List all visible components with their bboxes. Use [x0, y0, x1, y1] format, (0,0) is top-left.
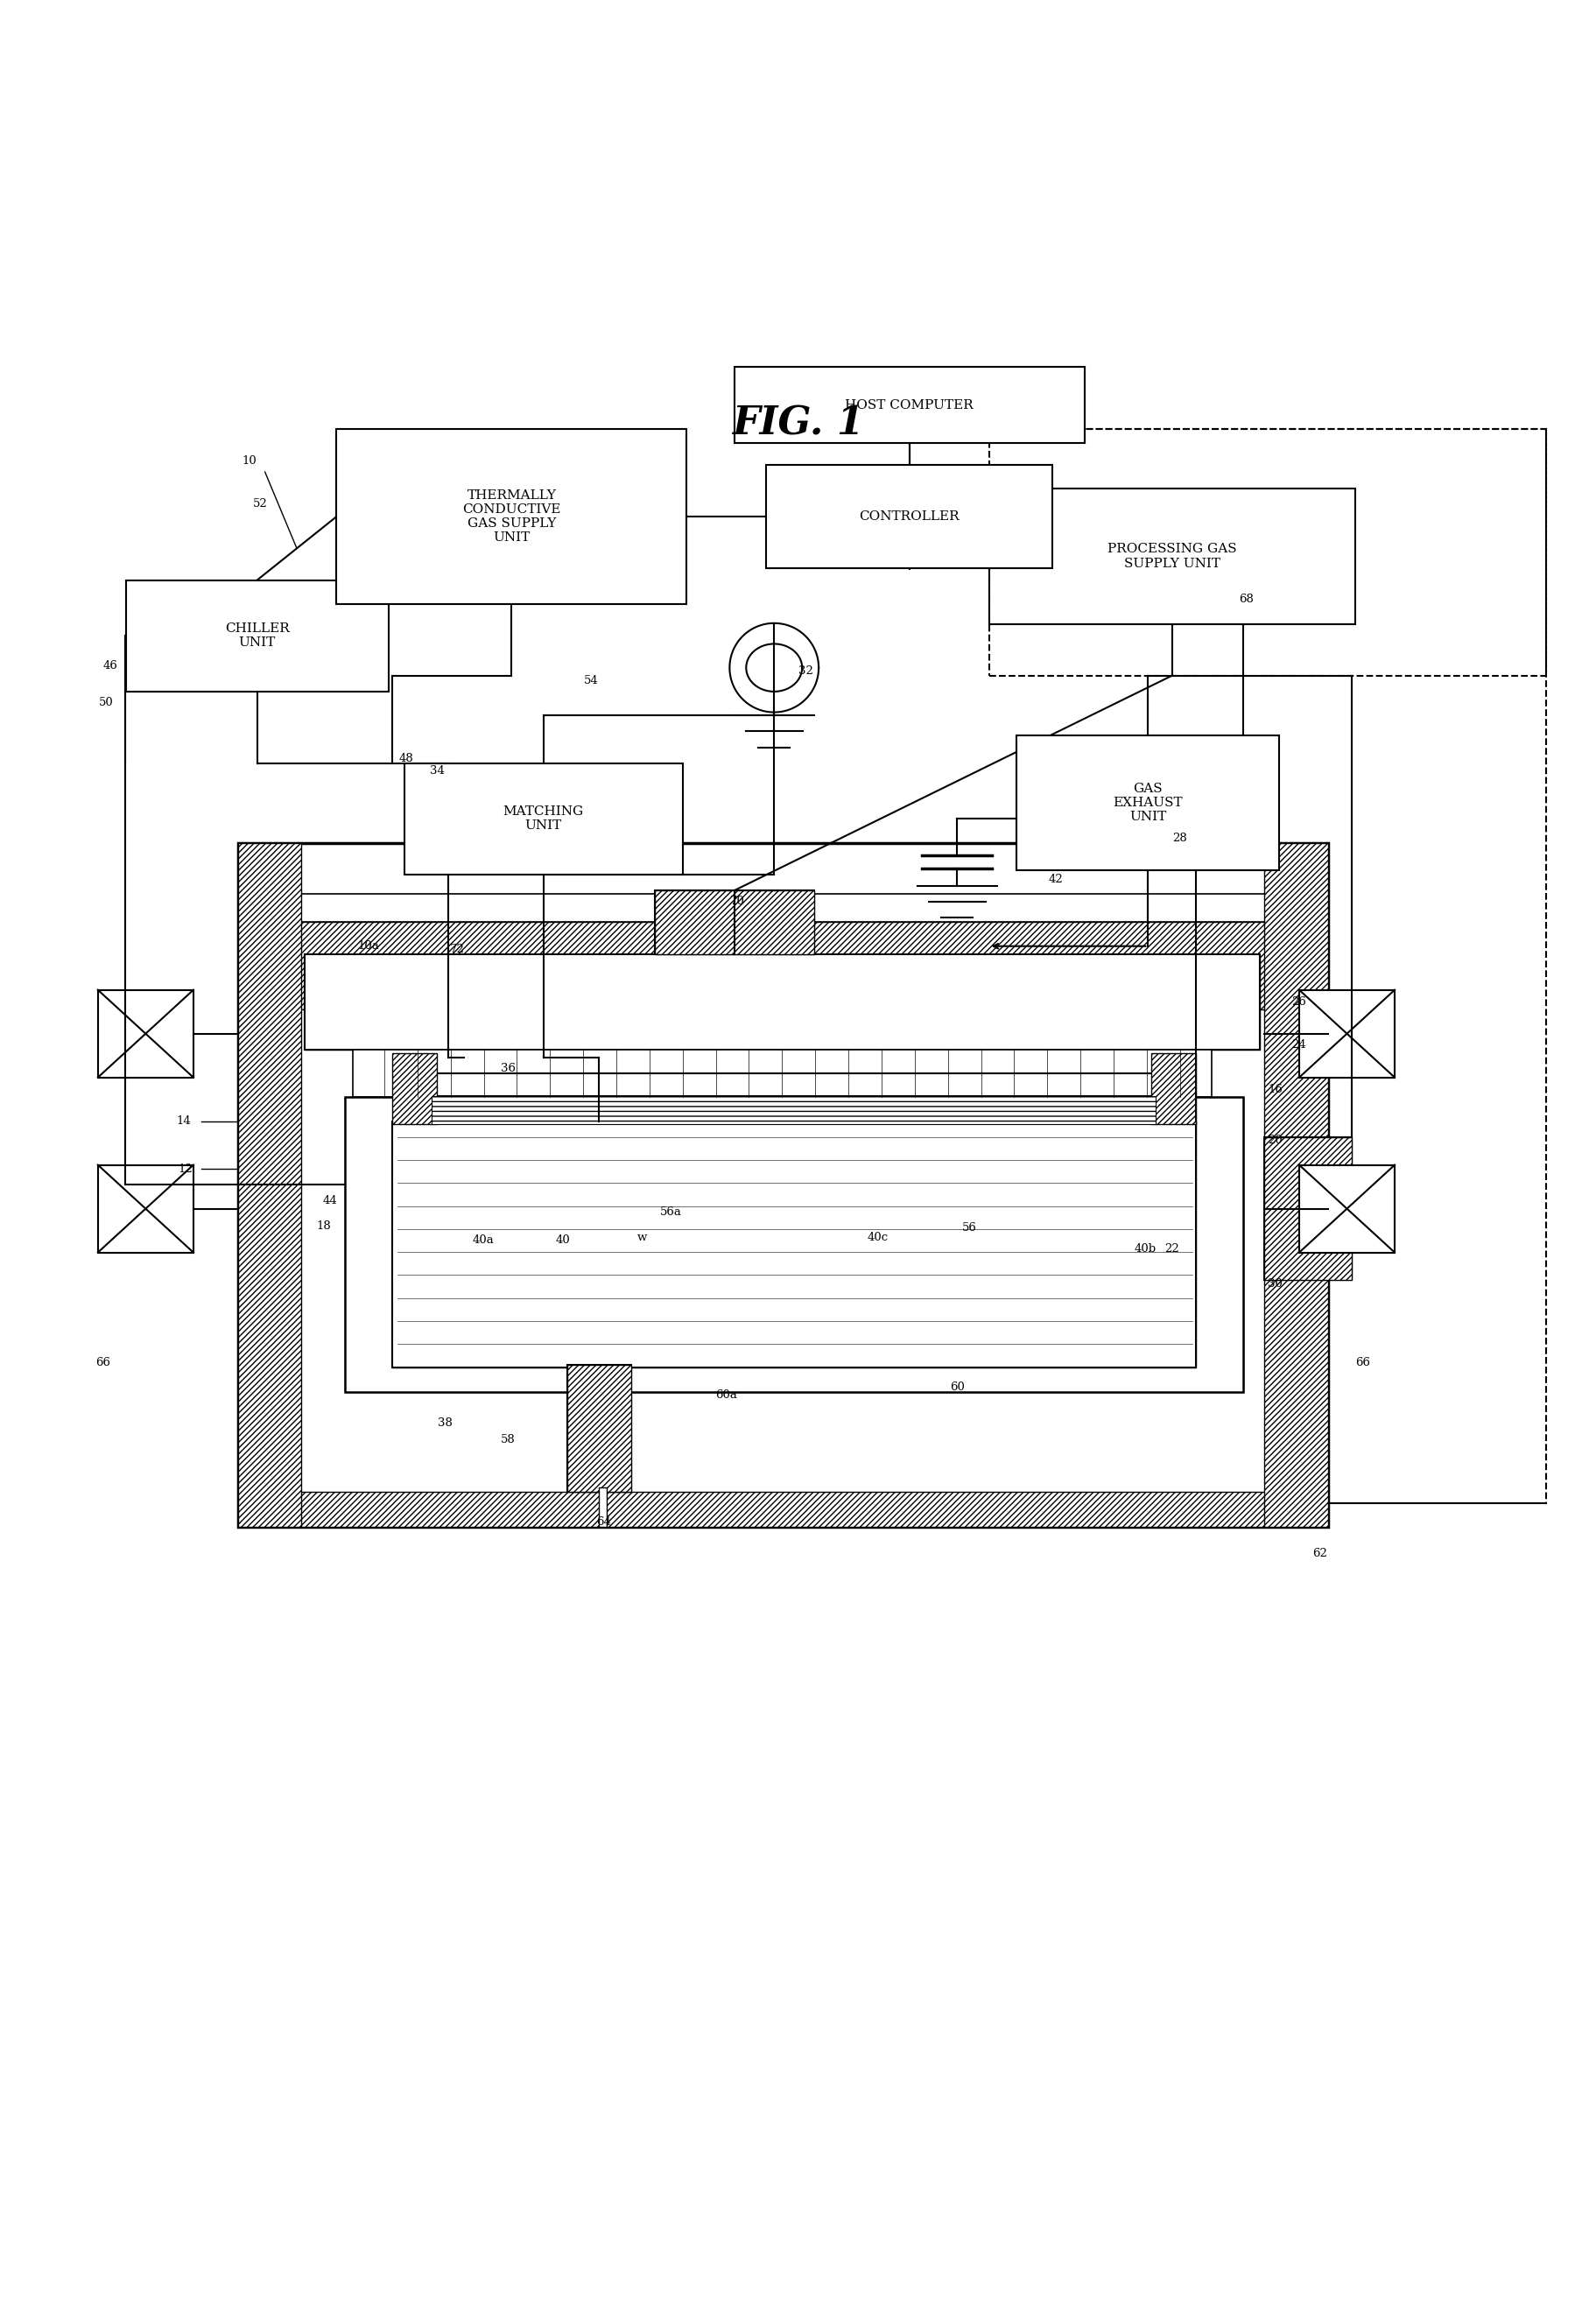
- Text: 24: 24: [1291, 1040, 1307, 1052]
- Text: HOST COMPUTER: HOST COMPUTER: [846, 399, 974, 410]
- Text: GAS
EXHAUST
UNIT: GAS EXHAUST UNIT: [1112, 782, 1183, 823]
- Text: 56: 56: [962, 1222, 977, 1234]
- Bar: [353, 1049, 1211, 1098]
- FancyBboxPatch shape: [337, 429, 686, 604]
- Bar: [97, 989, 193, 1077]
- Text: 52: 52: [252, 498, 268, 510]
- Text: 12: 12: [179, 1162, 193, 1174]
- Text: 40: 40: [555, 1234, 570, 1245]
- Bar: [393, 1121, 1195, 1367]
- Bar: [305, 955, 1259, 1049]
- Bar: [393, 1121, 1195, 1367]
- Text: 70: 70: [729, 897, 745, 906]
- Text: 34: 34: [429, 766, 444, 777]
- Bar: [393, 1054, 437, 1125]
- Text: 16: 16: [1267, 1084, 1283, 1095]
- Text: 38: 38: [437, 1418, 452, 1430]
- Bar: [238, 842, 302, 1527]
- Text: 62: 62: [1312, 1547, 1328, 1559]
- Text: 10a: 10a: [358, 941, 380, 952]
- Bar: [654, 890, 814, 955]
- FancyBboxPatch shape: [734, 367, 1084, 443]
- Text: FIG. 1: FIG. 1: [733, 406, 863, 443]
- Text: w: w: [637, 1231, 646, 1243]
- Bar: [567, 1365, 630, 1492]
- Text: 68: 68: [1240, 593, 1254, 604]
- Bar: [238, 922, 1328, 1010]
- Text: THERMALLY
CONDUCTIVE
GAS SUPPLY
UNIT: THERMALLY CONDUCTIVE GAS SUPPLY UNIT: [463, 489, 560, 544]
- Text: 32: 32: [798, 664, 814, 676]
- Text: 36: 36: [501, 1063, 516, 1075]
- Text: 58: 58: [501, 1434, 516, 1446]
- Bar: [1299, 1165, 1395, 1252]
- Bar: [990, 429, 1547, 676]
- Bar: [305, 955, 1259, 1049]
- Text: 42: 42: [1049, 874, 1063, 886]
- Bar: [1264, 1137, 1352, 1280]
- Text: 66: 66: [96, 1358, 110, 1370]
- Text: 44: 44: [322, 1195, 337, 1206]
- Bar: [1151, 1054, 1195, 1125]
- Text: 72: 72: [450, 943, 464, 955]
- Text: 20: 20: [1267, 1135, 1283, 1146]
- Bar: [433, 1095, 1156, 1125]
- Text: 14: 14: [177, 1116, 192, 1128]
- Text: CHILLER
UNIT: CHILLER UNIT: [225, 623, 289, 648]
- Text: 26: 26: [1291, 996, 1307, 1008]
- FancyBboxPatch shape: [990, 489, 1355, 625]
- Text: 60a: 60a: [715, 1388, 737, 1400]
- Bar: [1299, 989, 1395, 1077]
- Bar: [238, 895, 1328, 922]
- FancyBboxPatch shape: [404, 763, 683, 874]
- Bar: [654, 890, 814, 955]
- FancyBboxPatch shape: [766, 466, 1053, 567]
- Text: PROCESSING GAS
SUPPLY UNIT: PROCESSING GAS SUPPLY UNIT: [1108, 544, 1237, 570]
- Bar: [1264, 842, 1328, 1527]
- Text: MATCHING
UNIT: MATCHING UNIT: [503, 805, 584, 832]
- Text: 22: 22: [1165, 1243, 1179, 1254]
- Text: 56a: 56a: [659, 1206, 681, 1218]
- Text: 48: 48: [399, 752, 413, 763]
- Text: 28: 28: [1173, 832, 1187, 844]
- Bar: [598, 1487, 606, 1527]
- Text: 60: 60: [950, 1381, 964, 1393]
- Bar: [345, 1098, 1243, 1391]
- Text: 18: 18: [316, 1220, 332, 1231]
- Text: 40c: 40c: [867, 1231, 887, 1243]
- Bar: [97, 1165, 193, 1252]
- Text: 46: 46: [104, 660, 118, 671]
- Bar: [433, 1075, 1156, 1095]
- Bar: [345, 1098, 1243, 1391]
- Text: CONTROLLER: CONTROLLER: [859, 510, 959, 523]
- Text: 54: 54: [584, 676, 598, 687]
- Bar: [1264, 1137, 1352, 1280]
- Text: 30: 30: [1267, 1278, 1283, 1289]
- Text: 40b: 40b: [1133, 1243, 1156, 1254]
- Text: 66: 66: [1355, 1358, 1371, 1370]
- FancyBboxPatch shape: [126, 581, 388, 692]
- Text: 64: 64: [597, 1517, 611, 1529]
- Text: 50: 50: [99, 696, 113, 708]
- Bar: [433, 1095, 1156, 1125]
- FancyBboxPatch shape: [1017, 736, 1280, 872]
- Bar: [567, 1365, 630, 1492]
- Bar: [238, 842, 1328, 1527]
- Text: 40a: 40a: [472, 1234, 493, 1245]
- Text: 10: 10: [241, 454, 257, 466]
- Bar: [238, 1492, 1328, 1527]
